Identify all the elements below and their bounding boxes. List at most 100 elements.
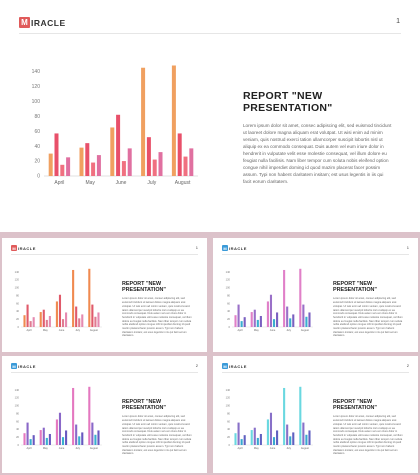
bar xyxy=(299,386,302,445)
header-divider xyxy=(11,372,198,373)
bar xyxy=(78,436,81,445)
x-tick-label: July xyxy=(75,328,80,332)
logo-mark: M xyxy=(11,363,17,369)
y-tick-label: 80 xyxy=(227,411,230,415)
page-number: 2 xyxy=(406,363,409,368)
bar xyxy=(253,427,256,445)
logo-text: IRACLE xyxy=(18,363,36,369)
y-tick-label: 100 xyxy=(226,404,231,408)
brand-logo: M IRACLE xyxy=(222,363,247,369)
bar xyxy=(97,312,100,327)
slide-body-text: Lorem ipsum dolor sit amet, consec adipi… xyxy=(122,415,192,456)
y-tick-label: 140 xyxy=(32,69,41,75)
logo-mark: M xyxy=(222,363,228,369)
x-tick-label: August xyxy=(301,328,309,332)
bar xyxy=(42,427,45,445)
bar xyxy=(88,386,91,445)
bar xyxy=(127,148,132,176)
bar xyxy=(286,424,289,445)
bar xyxy=(55,419,58,445)
bar xyxy=(308,430,311,445)
bar xyxy=(65,430,68,445)
y-tick-label: 20 xyxy=(227,435,230,439)
bar xyxy=(158,152,163,176)
chart-svg: 0 20 40 60 80 100 120 140 April May June July August xyxy=(226,386,313,450)
bar xyxy=(302,422,305,445)
y-tick-label: 40 xyxy=(227,309,230,313)
bar xyxy=(253,309,256,327)
x-tick-label: June xyxy=(116,180,127,186)
slide-thumbnail-4[interactable]: M IRACLE 2 0 20 40 60 80 100 120 140 April May Jun… xyxy=(213,356,418,473)
x-tick-label: August xyxy=(301,446,309,450)
bar xyxy=(256,319,259,327)
bar xyxy=(94,316,97,327)
y-tick-label: 140 xyxy=(226,388,231,392)
y-tick-label: 20 xyxy=(16,317,19,321)
bar xyxy=(234,433,237,445)
text-block: REPORT "NEW PRESENTATION" Lorem ipsum do… xyxy=(122,399,194,456)
bar xyxy=(259,315,262,327)
bar xyxy=(308,312,311,327)
y-tick-label: 0 xyxy=(229,443,231,447)
y-tick-label: 140 xyxy=(15,388,20,392)
x-tick-label: April xyxy=(26,446,32,450)
slide-thumbnail-1[interactable]: M IRACLE 1 0 20 40 60 80 100 120 140 April May Jun… xyxy=(2,238,207,352)
bar xyxy=(243,435,246,445)
y-tick-label: 80 xyxy=(227,293,230,297)
logo-text: IRACLE xyxy=(31,17,66,28)
bar xyxy=(189,148,194,176)
brand-logo: M IRACLE xyxy=(11,245,36,251)
bar xyxy=(237,304,240,327)
x-tick-label: June xyxy=(59,328,65,332)
y-tick-label: 0 xyxy=(229,325,231,329)
slide-title: REPORT "NEW PRESENTATION" xyxy=(333,399,377,412)
bar xyxy=(121,161,126,176)
x-tick-label: July xyxy=(147,180,156,186)
text-block: REPORT "NEW PRESENTATION" Lorem ipsum do… xyxy=(122,281,194,338)
slide-body-text: Lorem ipsum dolor sit amet, consec adipi… xyxy=(333,415,403,456)
x-tick-label: May xyxy=(254,446,260,450)
bar xyxy=(91,162,96,176)
x-tick-label: May xyxy=(85,180,95,186)
bar xyxy=(269,412,273,445)
x-tick-label: April xyxy=(26,328,32,332)
bar xyxy=(75,424,78,445)
slide-thumbnail-3[interactable]: M IRACLE 2 0 20 40 60 80 100 120 140 April May Jun… xyxy=(2,356,207,473)
slide-title: REPORT "NEW PRESENTATION" xyxy=(333,281,377,294)
bar xyxy=(23,433,26,445)
bar xyxy=(29,321,32,327)
bar xyxy=(61,319,65,327)
slide-thumbnail-2[interactable]: M IRACLE 1 0 20 40 60 80 100 120 140 April May Jun… xyxy=(213,238,418,352)
header-divider xyxy=(19,33,401,34)
brand-logo: M IRACLE xyxy=(222,245,247,251)
x-tick-label: April xyxy=(237,446,243,450)
y-tick-label: 20 xyxy=(227,317,230,321)
bar xyxy=(60,164,65,176)
bar xyxy=(110,127,115,176)
bar xyxy=(116,114,121,176)
bar-chart: 0 20 40 60 80 100 120 140 April May June July August xyxy=(14,382,104,452)
bar xyxy=(26,304,29,327)
bar xyxy=(240,321,243,327)
bar xyxy=(289,318,292,327)
bar xyxy=(91,422,94,445)
x-tick-label: April xyxy=(54,180,64,186)
header-divider xyxy=(222,372,409,373)
x-tick-label: July xyxy=(75,446,80,450)
bar-chart: 0 20 40 60 80 100 120 140 April May June July August xyxy=(14,264,104,334)
slide-title: REPORT "NEW PRESENTATION" xyxy=(243,90,333,115)
main-slide[interactable]: M IRACLE 1 0 20 40 60 80 100 120 140 April May Jun… xyxy=(0,0,420,232)
logo-mark: M xyxy=(19,17,30,28)
bar xyxy=(266,301,269,327)
bar xyxy=(94,434,97,445)
text-block: REPORT "NEW PRESENTATION" Lorem ipsum do… xyxy=(333,281,405,338)
bar xyxy=(240,439,243,445)
y-tick-label: 20 xyxy=(34,159,40,165)
bar xyxy=(88,268,91,327)
header-divider xyxy=(11,254,198,255)
logo-mark: M xyxy=(11,245,17,251)
x-tick-label: June xyxy=(270,446,276,450)
y-tick-label: 100 xyxy=(32,99,41,105)
bar-chart: 0 20 40 60 80 100 120 140 April May June July August xyxy=(225,264,315,334)
slide-title: REPORT "NEW PRESENTATION" xyxy=(122,281,166,294)
